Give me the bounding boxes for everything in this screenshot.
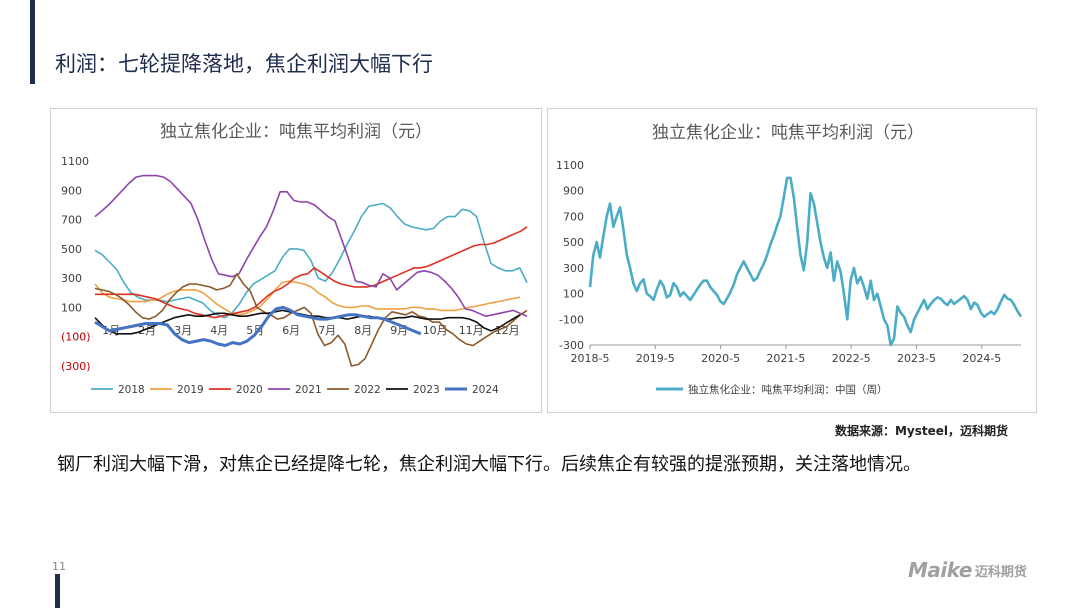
y-tick-label: 900 [61,184,82,197]
x-tick-label: 2019-5 [636,352,675,365]
legend-label-2020: 2020 [236,384,263,396]
y-tick-label: 100 [563,288,584,301]
x-tick-label: 4月 [210,324,228,337]
series-line-2024 [94,305,422,347]
page-title: 利润：七轮提降落地，焦企利润大幅下行 [55,52,433,76]
y-tick-label: 300 [61,272,82,285]
y-tick-label: 900 [563,185,584,198]
series-line-2019 [94,280,521,316]
chart-title: 独立焦化企业：吨焦平均利润（元） [160,122,432,142]
y-tick-label: (300) [61,360,91,373]
x-tick-label: 2020-5 [701,352,740,365]
y-tick-label: 1100 [556,159,584,172]
accent-bar-bottom [55,574,60,608]
company-logo: Maike 迈科期货 [908,558,1027,582]
series-line-2018 [94,202,528,319]
page-number: 11 [52,560,66,573]
x-tick-label: 3月 [174,324,192,337]
seasonal-profit-chart-panel: 独立焦化企业：吨焦平均利润（元） 1100 900 700 500 300 100 (100… [50,108,542,413]
x-tick-label: 10月 [423,324,448,337]
y-tick-label: 700 [563,210,584,223]
y-tick-label: 1100 [61,155,89,168]
y-tick-label: 700 [61,214,82,227]
x-tick-label: 12月 [495,324,520,337]
legend-label-2022: 2022 [354,384,381,396]
weekly-profit-chart-panel: 独立焦化企业：吨焦平均利润（元） 1100 900 700 500 300 100 -100… [547,108,1037,413]
x-tick-label: 7月 [318,324,336,337]
series-line-2021 [94,174,528,317]
x-tick-label: 2018-5 [571,352,610,365]
x-tick-label: 2024-5 [962,352,1001,365]
legend-label-2018: 2018 [118,384,145,396]
data-source: 数据来源：Mysteel，迈科期货 [834,424,1008,438]
legend-label-2024: 2024 [472,384,499,396]
logo-en: Maike [908,558,972,582]
x-tick-label: 6月 [282,324,300,337]
y-tick-label: (100) [61,331,91,344]
legend-label-2019: 2019 [177,384,204,396]
chart-title: 独立焦化企业：吨焦平均利润（元） [652,123,924,143]
x-tick-label: 2022-5 [832,352,871,365]
x-tick-label: 2021-5 [766,352,805,365]
seasonal-profit-chart: 独立焦化企业：吨焦平均利润（元） 1100 900 700 500 300 100 (100… [61,122,528,396]
weekly-profit-chart: 独立焦化企业：吨焦平均利润（元） 1100 900 700 500 300 100 -100… [556,123,1023,396]
legend-label-2021: 2021 [295,384,322,396]
x-tick-label: 8月 [354,324,372,337]
series-line-2022 [94,273,528,367]
y-tick-label: 500 [563,236,584,249]
legend-label-2023: 2023 [413,384,440,396]
y-tick-label: -300 [559,339,584,352]
y-tick-label: 500 [61,243,82,256]
y-tick-label: 300 [563,262,584,275]
logo-cn: 迈科期货 [974,564,1027,580]
y-tick-label: -100 [559,313,584,326]
accent-bar-top [30,0,35,84]
series-line-weekly [588,176,1023,347]
legend-label: 独立焦化企业：吨焦平均利润：中国（周） [688,383,888,396]
x-tick-label: 11月 [459,324,484,337]
summary-text: 钢厂利润大幅下滑，对焦企已经提降七轮，焦企利润大幅下行。后续焦企有较强的提涨预期… [57,454,921,475]
y-tick-label: 100 [61,301,82,314]
x-tick-label: 2023-5 [897,352,936,365]
